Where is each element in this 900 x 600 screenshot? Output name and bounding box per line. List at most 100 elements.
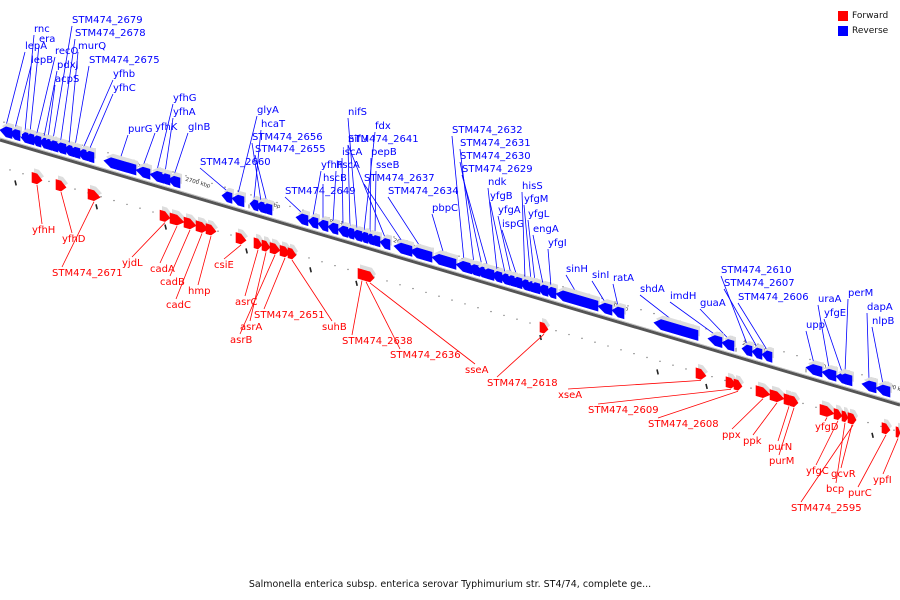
gene-purc-arrow [881, 422, 891, 435]
scale-dot [503, 314, 505, 317]
gene-stm474-2631-label: STM474_2631 [460, 138, 531, 149]
scale-dot [276, 201, 278, 204]
scale-dot [107, 152, 109, 154]
scale-dot [783, 351, 785, 353]
gene-stm474-2649-arrow [295, 213, 309, 227]
scale-dot [640, 309, 642, 311]
gene-yfhc-arrow [83, 150, 95, 164]
gene-glya-label: glyA [257, 105, 279, 116]
gene-stm474-2678-leader [60, 38, 76, 142]
gene-upp-leader [805, 330, 815, 364]
gene-yfgc-label: yfgC [806, 466, 829, 477]
scale-dot [867, 421, 869, 424]
gene-hcat-arrow [249, 199, 259, 212]
scale-dot [48, 180, 50, 183]
genome-backbone-highlight [0, 137, 900, 404]
gene-imdh-label: imdH [670, 291, 696, 302]
scale-dot [516, 318, 518, 320]
gene-ppk-leader [752, 402, 778, 436]
scale-dot [815, 406, 817, 408]
gene-stm474-2609-label: STM474_2609 [588, 405, 659, 416]
gene-murq-leader [68, 51, 79, 145]
scale-dot [113, 199, 115, 202]
scale-dot [724, 379, 726, 382]
gene-stm474-2656-leader [251, 142, 262, 201]
gene-nlpb-arrow [875, 384, 891, 398]
gene-stm474-2655-arrow [261, 203, 273, 216]
gene-stm474-2632-label: STM474_2632 [452, 125, 523, 136]
gene-sinh-arrow [555, 290, 599, 312]
gene-stm474-2610-leader [720, 275, 748, 345]
gene-yfgm-leader [523, 204, 532, 281]
gene-imdh-leader [669, 301, 716, 335]
gene-stm474-2618-leader [496, 333, 545, 378]
scale-dot [477, 307, 479, 309]
gene-arrows [0, 122, 900, 438]
scale-tick [245, 248, 248, 254]
gene-lepb-arrow [9, 129, 21, 142]
gene-yfgi-arrow [545, 286, 557, 300]
gene-stm474-2610-arrow [741, 344, 753, 357]
gene-hmp-leader [197, 236, 212, 286]
gene-stm474-2608-leader [657, 390, 739, 419]
gene-suhb-leader [291, 259, 333, 322]
gene-stm474-2637-leader [363, 183, 404, 243]
scale-dot [568, 333, 570, 336]
scale-dot [3, 121, 5, 123]
gene-ppx-label: ppx [722, 430, 741, 441]
gene-purc-leader [857, 434, 887, 488]
scale-dot [334, 264, 336, 267]
gene-dapa-leader [866, 312, 870, 380]
scale-dot [809, 358, 811, 361]
gene-uraa-arrow [821, 368, 837, 382]
gene-lepa-arrow [0, 126, 13, 139]
gene-ppk-label: ppk [743, 436, 762, 447]
gene-rnc-label: rnc [34, 24, 50, 35]
gene-yfhd-arrow [55, 179, 67, 192]
gene-enga-leader [532, 234, 544, 284]
scale-tick [164, 224, 167, 230]
gene-stm474-2609-arrow [725, 376, 737, 389]
scale-dot [685, 368, 687, 370]
gene-stm474-2595-leader [800, 424, 854, 503]
gene-yfgc-arrow [833, 408, 843, 421]
gene-stm474-2630-leader [459, 161, 483, 267]
gene-yfhb-leader [82, 79, 114, 149]
gene-hmp-label: hmp [188, 286, 210, 297]
gene-rata-arrow [611, 306, 625, 320]
gene-bcp-label: bcp [826, 484, 844, 495]
gene-purc-label: purC [848, 488, 872, 499]
gene-pbpc-label: pbpC [432, 203, 458, 214]
gene-stm474-2649-leader [284, 196, 303, 214]
scale-dot [399, 284, 401, 286]
gene-stm474-2678-arrow [54, 142, 67, 155]
gene-purg-arrow [103, 157, 137, 176]
gene-stm474-2634-leader [387, 196, 422, 249]
scale-dot [646, 356, 648, 359]
gene-pepb-leader [369, 157, 372, 233]
gene-ispg-leader [501, 229, 518, 277]
gene-yfha-arrow [159, 173, 171, 186]
scale-dot [198, 178, 200, 181]
scale-tick [14, 180, 17, 186]
scale-dot [893, 429, 895, 431]
scale-dot [386, 280, 388, 282]
gene-yfgl-arrow [529, 282, 541, 295]
scale-dot [672, 364, 674, 366]
gene-gcvr-label: gcvR [831, 469, 856, 480]
gene-suhb-arrow [287, 247, 297, 260]
gene-lepa-label: lepA [25, 41, 47, 52]
reverse-swatch [838, 25, 848, 36]
gene-pdxj-label: pdxJ [57, 60, 79, 71]
gene-asrc-label: asrC [235, 297, 257, 308]
gene-yfge-leader [823, 318, 843, 373]
gene-yfgm-label: yfgM [524, 194, 548, 205]
scale-dot [289, 205, 291, 208]
gene-hsca-arrow [327, 222, 339, 235]
scale-dot [653, 312, 655, 315]
scale-dot [659, 360, 661, 363]
gene-lepb-label: lepB [31, 55, 53, 66]
gene-csie-arrow [235, 232, 247, 245]
scale-dot [458, 255, 460, 257]
